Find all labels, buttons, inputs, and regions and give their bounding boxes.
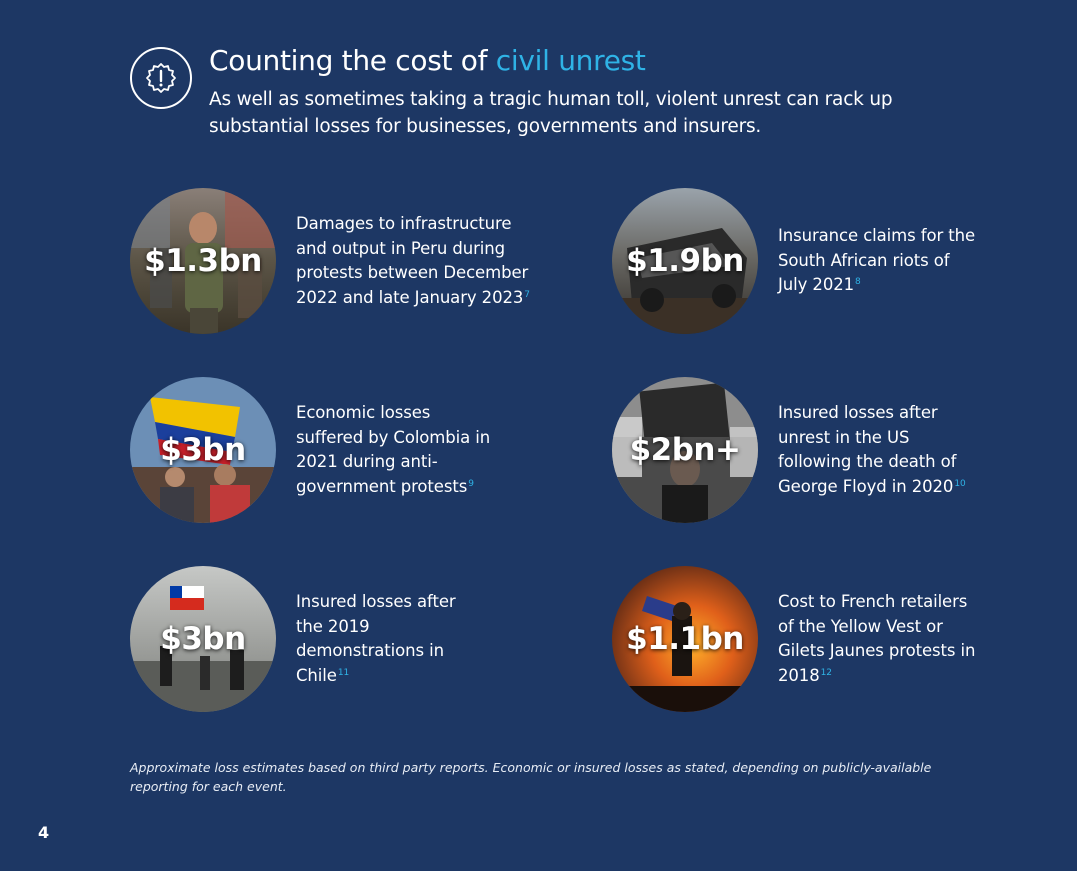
protest-photo-france xyxy=(612,566,758,712)
footnote-ref: 7 xyxy=(524,289,530,300)
stat-description: Damages to infrastructure and output in … xyxy=(296,212,536,311)
stat-description: Economic losses suffered by Colombia in … xyxy=(296,401,496,500)
title-accent: civil unrest xyxy=(495,44,646,77)
protest-photo-colombia xyxy=(130,377,276,523)
stat-value: $1.9bn xyxy=(626,243,744,279)
stat-description: Insurance claims for the South African r… xyxy=(778,224,978,298)
stat-description-text: Insured losses after unrest in the US fo… xyxy=(778,403,957,497)
footnote-ref: 12 xyxy=(820,667,832,678)
stat-photo-peru: $1.3bn xyxy=(130,188,276,334)
footnote: Approximate loss estimates based on thir… xyxy=(130,760,932,794)
stat-value: $2bn+ xyxy=(629,432,741,468)
footnote-ref: 11 xyxy=(337,667,350,678)
stat-value: $3bn xyxy=(160,621,246,657)
header-icon-badge xyxy=(130,47,192,109)
stat-photo-south-africa: $1.9bn xyxy=(612,188,758,334)
stat-description-text: Economic losses suffered by Colombia in … xyxy=(296,403,491,497)
stat-value: $3bn xyxy=(160,432,246,468)
alert-badge-icon xyxy=(146,63,176,93)
stat-description-text: Damages to infrastructure and output in … xyxy=(296,214,529,308)
footnote-ref: 8 xyxy=(855,276,861,287)
stat-photo-colombia: $3bn xyxy=(130,377,276,523)
footnote-ref: 10 xyxy=(954,478,966,489)
stat-description-text: Insured losses after the 2019 demonstrat… xyxy=(296,592,456,686)
stat-description-text: Cost to French retailers of the Yellow V… xyxy=(778,592,976,686)
title-main: Counting the cost of xyxy=(209,44,496,77)
page-number: 4 xyxy=(38,823,50,842)
stat-photo-chile: $3bn xyxy=(130,566,276,712)
stat-value: $1.3bn xyxy=(144,243,262,279)
footnote-ref: 9 xyxy=(468,478,474,489)
page-subtitle: As well as sometimes taking a tragic hum… xyxy=(209,89,893,137)
stat-description: Cost to French retailers of the Yellow V… xyxy=(778,590,978,689)
stat-description: Insured losses after unrest in the US fo… xyxy=(778,401,978,500)
protest-photo-us xyxy=(612,377,758,523)
stat-photo-france: $1.1bn xyxy=(612,566,758,712)
stat-value: $1.1bn xyxy=(626,621,744,657)
stat-description-text: Insurance claims for the South African r… xyxy=(778,226,976,295)
protest-photo-south-africa xyxy=(612,188,758,334)
stat-photo-us: $2bn+ xyxy=(612,377,758,523)
protest-photo-peru xyxy=(130,188,276,334)
stat-description: Insured losses after the 2019 demonstrat… xyxy=(296,590,456,689)
protest-photo-chile xyxy=(130,566,276,712)
page-title: Counting the cost of civil unrest xyxy=(209,44,646,77)
